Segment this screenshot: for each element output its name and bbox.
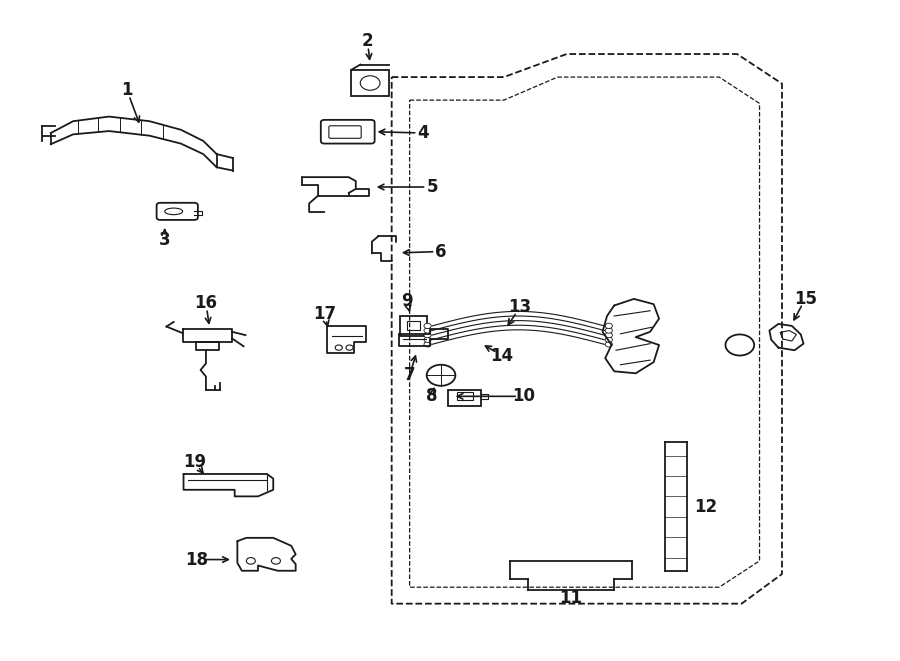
Text: 7: 7 bbox=[404, 366, 416, 384]
Circle shape bbox=[424, 332, 431, 338]
Text: 14: 14 bbox=[491, 346, 514, 364]
Circle shape bbox=[247, 558, 256, 564]
Text: 18: 18 bbox=[185, 551, 209, 568]
Bar bbox=[448, 390, 481, 406]
Circle shape bbox=[605, 323, 612, 329]
Text: 3: 3 bbox=[159, 231, 170, 249]
Text: 15: 15 bbox=[794, 290, 817, 308]
Bar bbox=[400, 316, 427, 336]
Circle shape bbox=[346, 345, 353, 350]
Bar bbox=[351, 70, 389, 96]
Circle shape bbox=[424, 342, 431, 347]
Text: 19: 19 bbox=[183, 453, 206, 471]
FancyBboxPatch shape bbox=[320, 120, 374, 143]
Text: 17: 17 bbox=[313, 305, 336, 323]
Circle shape bbox=[272, 558, 281, 564]
Text: 8: 8 bbox=[427, 387, 437, 405]
Bar bbox=[407, 321, 420, 330]
Text: 4: 4 bbox=[418, 124, 429, 142]
Circle shape bbox=[424, 323, 431, 329]
Text: 11: 11 bbox=[560, 590, 582, 607]
Circle shape bbox=[605, 337, 612, 342]
Circle shape bbox=[605, 328, 612, 333]
Circle shape bbox=[360, 76, 380, 91]
Ellipse shape bbox=[165, 208, 183, 215]
Circle shape bbox=[605, 342, 612, 347]
Bar bbox=[457, 393, 473, 401]
Text: 10: 10 bbox=[512, 387, 535, 405]
Circle shape bbox=[725, 334, 754, 356]
Circle shape bbox=[335, 345, 342, 350]
Circle shape bbox=[424, 337, 431, 342]
Text: 12: 12 bbox=[694, 498, 717, 516]
Text: 9: 9 bbox=[401, 292, 413, 310]
Circle shape bbox=[605, 332, 612, 338]
Text: 5: 5 bbox=[427, 178, 437, 196]
Circle shape bbox=[424, 328, 431, 333]
Circle shape bbox=[427, 365, 455, 386]
Text: 6: 6 bbox=[436, 243, 446, 260]
FancyBboxPatch shape bbox=[157, 203, 198, 220]
Text: 2: 2 bbox=[362, 32, 374, 50]
Text: 16: 16 bbox=[194, 294, 218, 312]
Text: 13: 13 bbox=[508, 299, 532, 317]
Text: 1: 1 bbox=[122, 81, 133, 99]
FancyBboxPatch shape bbox=[328, 126, 361, 138]
